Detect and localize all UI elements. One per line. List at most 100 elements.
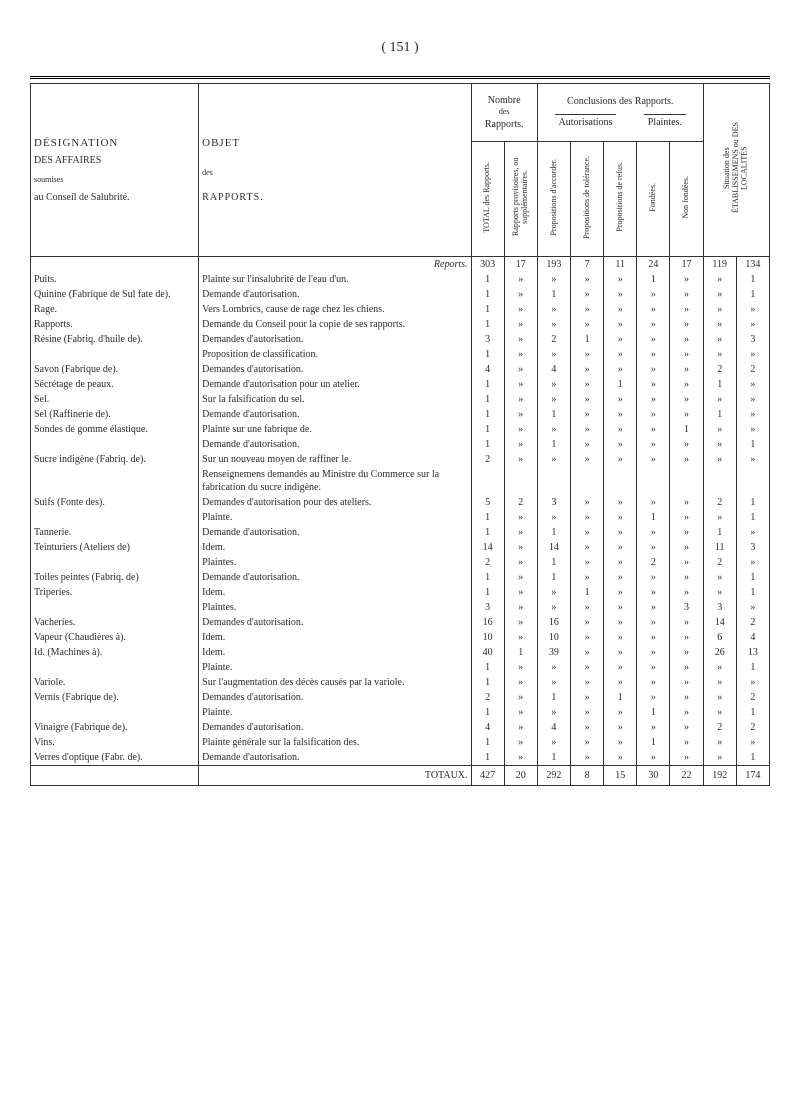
table-row: Triperies.Idem.1»»1»»»»1 bbox=[31, 585, 770, 600]
cell-value: » bbox=[736, 347, 769, 362]
cell-value: 2 bbox=[471, 690, 504, 705]
cell-designation: Rapports. bbox=[31, 317, 199, 332]
table-row: Rage.Vers Lombrics, cause de rage chez l… bbox=[31, 302, 770, 317]
cell-value: 134 bbox=[736, 257, 769, 273]
cell-value: 303 bbox=[471, 257, 504, 273]
table-row: Résine (Fabriq. d'huile de).Demandes d'a… bbox=[31, 332, 770, 347]
cell-value: » bbox=[504, 570, 537, 585]
cell-value: » bbox=[604, 510, 637, 525]
cell-value: » bbox=[504, 422, 537, 437]
cell-value: 1 bbox=[637, 510, 670, 525]
table-row: Demande d'autorisation.1»1»»»»»1 bbox=[31, 437, 770, 452]
cell-value: » bbox=[504, 272, 537, 287]
cell-objet: Reports. bbox=[199, 257, 471, 273]
cell-value: » bbox=[504, 437, 537, 452]
cell-value: 1 bbox=[471, 735, 504, 750]
cell-value: » bbox=[703, 705, 736, 720]
table-row: Savon (Fabrique de).Demandes d'autorisat… bbox=[31, 362, 770, 377]
cell-value: 1 bbox=[537, 750, 570, 766]
cell-objet: Demande d'autorisation. bbox=[199, 525, 471, 540]
cell-designation: Résine (Fabriq. d'huile de). bbox=[31, 332, 199, 347]
cell-value: » bbox=[670, 660, 703, 675]
cell-value: » bbox=[670, 347, 703, 362]
cell-value: 2 bbox=[736, 690, 769, 705]
cell-value: » bbox=[571, 510, 604, 525]
cell-value: 1 bbox=[736, 495, 769, 510]
cell-value: » bbox=[637, 495, 670, 510]
table-row: Sel.Sur la falsification du sel.1»»»»»»»… bbox=[31, 392, 770, 407]
cell-value: 2 bbox=[637, 555, 670, 570]
cell-value: » bbox=[736, 377, 769, 392]
cell-value: » bbox=[637, 660, 670, 675]
cell-value: » bbox=[736, 452, 769, 467]
cell-value: 1 bbox=[571, 332, 604, 347]
cell-value: » bbox=[571, 690, 604, 705]
cell-value: » bbox=[604, 630, 637, 645]
cell-value: 1 bbox=[471, 422, 504, 437]
cell-value: » bbox=[604, 437, 637, 452]
table-row: Variole.Sur l'augmentation des décès cau… bbox=[31, 675, 770, 690]
cell-designation: Rage. bbox=[31, 302, 199, 317]
table-row: Puits.Plainte sur l'insalubrité de l'eau… bbox=[31, 272, 770, 287]
cell-value: » bbox=[703, 392, 736, 407]
cell-value: » bbox=[571, 377, 604, 392]
cell-value: » bbox=[736, 422, 769, 437]
cell-value: » bbox=[571, 495, 604, 510]
cell-designation: Vernis (Fabrique de). bbox=[31, 690, 199, 705]
cell-value: » bbox=[504, 705, 537, 720]
table-row: Quinine (Fabrique de Sul fate de).Demand… bbox=[31, 287, 770, 302]
table-row: Plainte.1»»»»1»»1 bbox=[31, 705, 770, 720]
cell-objet: Sur un nouveau moyen de raffiner le. bbox=[199, 452, 471, 467]
table-row: Sucre indigène (Fabriq. de).Sur un nouve… bbox=[31, 452, 770, 467]
cell-value: » bbox=[571, 735, 604, 750]
cell-value: » bbox=[670, 437, 703, 452]
cell-value: » bbox=[504, 317, 537, 332]
cell-value: » bbox=[537, 317, 570, 332]
cell-value: » bbox=[703, 570, 736, 585]
cell-value: 24 bbox=[637, 257, 670, 273]
th-total: TOTAL des Rapports. bbox=[471, 142, 504, 257]
cell-value: » bbox=[571, 525, 604, 540]
cell-value bbox=[504, 467, 537, 495]
cell-value: » bbox=[637, 422, 670, 437]
cell-designation: Tannerie. bbox=[31, 525, 199, 540]
cell-value: » bbox=[670, 690, 703, 705]
table-row: Id. (Machines à).Idem.40139»»»»2613 bbox=[31, 645, 770, 660]
cell-value: » bbox=[537, 272, 570, 287]
cell-value: 3 bbox=[736, 540, 769, 555]
cell-value: » bbox=[637, 347, 670, 362]
cell-value: 4 bbox=[471, 720, 504, 735]
cell-value: » bbox=[537, 675, 570, 690]
table-row: Toiles peintes (Fabriq. de)Demande d'aut… bbox=[31, 570, 770, 585]
cell-value: 1 bbox=[537, 690, 570, 705]
totals-row: TOTAUX.427202928153022192174 bbox=[31, 766, 770, 786]
table-row: Vinaigre (Fabrique de).Demandes d'autori… bbox=[31, 720, 770, 735]
table-row: Plaintes.2»1»»2»2» bbox=[31, 555, 770, 570]
cell-value: 5 bbox=[471, 495, 504, 510]
cell-objet: Plainte. bbox=[199, 510, 471, 525]
cell-designation: Verres d'optique (Fabr. de). bbox=[31, 750, 199, 766]
cell-value: » bbox=[670, 540, 703, 555]
cell-objet: Demandes d'autorisation pour des atelier… bbox=[199, 495, 471, 510]
cell-designation: Vins. bbox=[31, 735, 199, 750]
top-rule bbox=[30, 76, 770, 79]
cell-objet: Demandes d'autorisation. bbox=[199, 332, 471, 347]
cell-value: » bbox=[604, 422, 637, 437]
cell-value: 1 bbox=[471, 660, 504, 675]
th-prov: Rapports provisoires, ou supplémentaires… bbox=[504, 142, 537, 257]
cell-value: 11 bbox=[703, 540, 736, 555]
cell-value: » bbox=[670, 585, 703, 600]
cell-value: » bbox=[703, 437, 736, 452]
cell-value: » bbox=[504, 302, 537, 317]
cell-value: » bbox=[703, 317, 736, 332]
cell-value: » bbox=[504, 392, 537, 407]
cell-value: 3 bbox=[670, 600, 703, 615]
cell-designation bbox=[31, 467, 199, 495]
cell-value: 1 bbox=[471, 510, 504, 525]
cell-value: 3 bbox=[736, 332, 769, 347]
cell-value: » bbox=[670, 750, 703, 766]
cell-value: » bbox=[537, 735, 570, 750]
cell-objet: Proposition de classification. bbox=[199, 347, 471, 362]
cell-value: » bbox=[537, 585, 570, 600]
cell-value: » bbox=[670, 630, 703, 645]
